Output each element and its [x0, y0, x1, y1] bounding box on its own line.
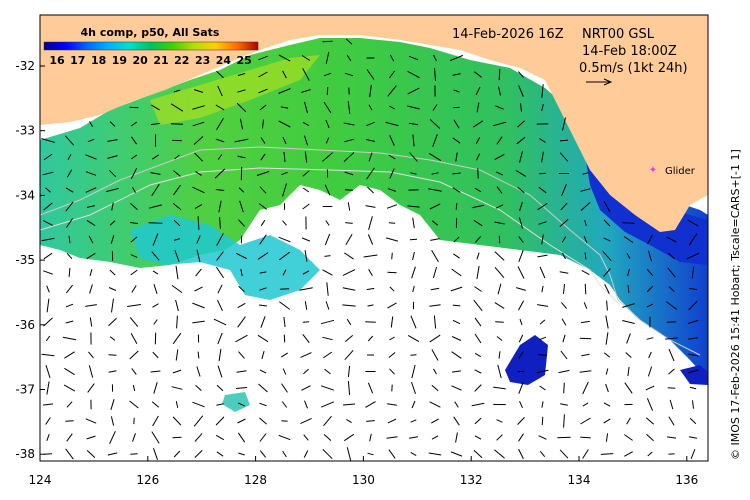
colorbar-label: 25: [237, 54, 252, 67]
y-tick-label: -36: [15, 318, 35, 332]
current-arrow: [387, 272, 396, 273]
current-arrow: [109, 355, 117, 356]
map-date: 14-Feb-2026 16Z: [452, 27, 564, 42]
current-arrow: [327, 87, 328, 95]
current-arrow: [456, 203, 457, 210]
colorbar-title: 4h comp, p50, All Sats: [81, 26, 220, 39]
current-arrow: [65, 421, 73, 422]
current-arrow: [173, 437, 182, 438]
y-tick-label: -33: [15, 124, 35, 138]
current-arrow: [411, 355, 417, 356]
current-arrow: [495, 322, 504, 323]
current-arrow: [557, 437, 570, 438]
colorbar-label: 21: [153, 54, 168, 67]
y-tick-label: -32: [15, 59, 35, 73]
x-tick-label: 130: [352, 473, 375, 487]
colorbar-label: 22: [174, 54, 189, 67]
current-arrow: [518, 371, 525, 372]
scale-label: 0.5m/s (1kt 24h): [579, 61, 688, 76]
current-arrow: [499, 69, 500, 80]
current-arrow: [281, 421, 287, 422]
obs-time: 14-Feb 18:00Z: [582, 44, 677, 59]
colorbar-label: 19: [112, 54, 127, 67]
current-arrow: [542, 417, 543, 425]
colorbar-label: 16: [49, 54, 65, 67]
current-arrow: [667, 322, 676, 323]
x-tick-label: 126: [136, 473, 159, 487]
colorbar-label: 20: [133, 54, 149, 67]
colorbar-label: 17: [70, 54, 85, 67]
y-tick-label: -37: [15, 383, 35, 397]
map-region: NRT00 GSL: [582, 27, 655, 42]
y-tick-label: -38: [15, 447, 35, 461]
current-arrow: [585, 284, 586, 294]
current-arrow: [44, 454, 52, 455]
current-arrow: [389, 223, 395, 224]
current-arrow: [345, 190, 353, 191]
current-arrow: [564, 383, 565, 394]
colorbar-label: 24: [216, 54, 232, 67]
current-arrow: [580, 338, 591, 339]
credit-text: © IMOS 17-Feb-2026 15:41 Hobart; Tscale=…: [729, 149, 742, 460]
current-arrow: [171, 124, 183, 125]
colorbar-label: 23: [195, 54, 210, 67]
x-tick-label: 136: [675, 473, 698, 487]
current-arrow: [280, 289, 289, 290]
current-arrow: [322, 41, 332, 42]
colorbar: [44, 42, 258, 50]
x-tick-label: 128: [244, 473, 267, 487]
credit-panel: © IMOS 17-Feb-2026 15:41 Hobart; Tscale=…: [716, 20, 750, 460]
glider-label: Glider: [665, 166, 696, 177]
x-tick-label: 124: [29, 473, 52, 487]
current-arrow: [392, 253, 393, 259]
y-tick-label: -34: [15, 188, 35, 202]
glider-marker: ✦: [649, 165, 657, 176]
y-tick-label: -35: [15, 253, 35, 267]
x-tick-label: 134: [568, 473, 591, 487]
x-tick-label: 132: [460, 473, 483, 487]
colorbar-label: 18: [91, 54, 106, 67]
